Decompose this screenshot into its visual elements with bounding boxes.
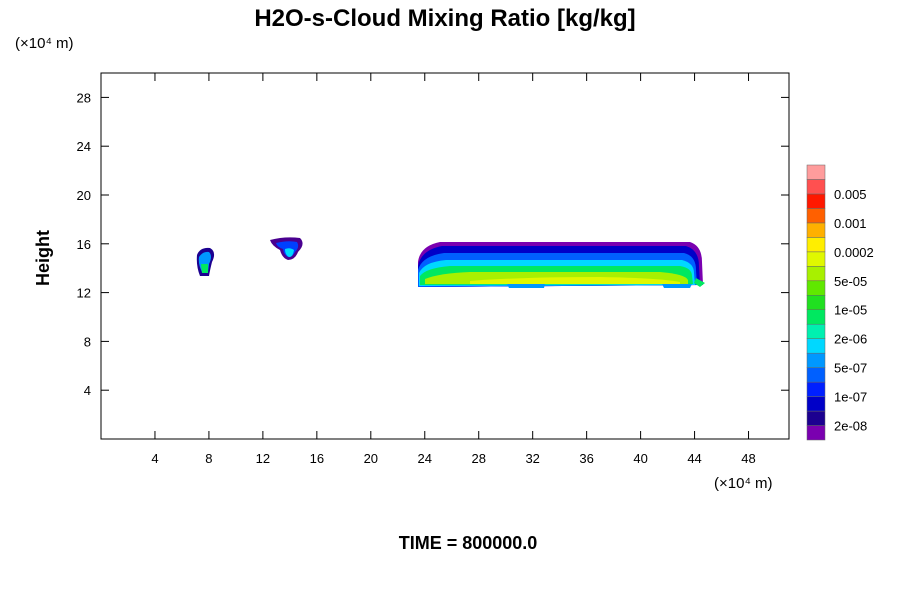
x-tick-label: 32 (525, 451, 539, 466)
chart-title: H2O-s-Cloud Mixing Ratio [kg/kg] (254, 5, 635, 32)
x-unit: (×10⁴ m) (714, 475, 773, 492)
y-tick-label: 16 (77, 237, 91, 252)
colorbar-swatch (806, 193, 826, 209)
y-tick-label: 12 (77, 286, 91, 301)
y-axis-label: Height (33, 230, 53, 286)
x-tick-label: 48 (741, 451, 755, 466)
y-tick-label: 8 (84, 334, 91, 349)
y-unit: (×10⁴ m) (15, 35, 74, 52)
cloud-field (196, 237, 705, 288)
y-tick-label: 24 (77, 139, 91, 154)
colorbar-swatch (806, 179, 826, 195)
colorbar-swatch (806, 208, 826, 224)
colorbar-label: 5e-07 (834, 361, 867, 376)
plot-frame (100, 72, 790, 440)
colorbar-swatch (806, 295, 826, 310)
colorbar-swatch (806, 396, 826, 412)
x-tick-label: 16 (310, 451, 324, 466)
colorbar-swatch (806, 280, 826, 296)
colorbar-label: 1e-07 (834, 390, 867, 405)
time-label: TIME = 800000.0 (399, 533, 538, 553)
x-tick-label: 24 (418, 451, 432, 466)
colorbar-label: 0.005 (834, 187, 867, 202)
colorbar-swatch (806, 251, 826, 267)
cloud-layer (507, 284, 545, 288)
y-tick-label: 20 (77, 188, 91, 203)
colorbar-label: 1e-05 (834, 303, 867, 318)
x-tick-label: 20 (364, 451, 378, 466)
colorbar-swatch (806, 323, 826, 339)
y-tick-label: 28 (77, 90, 91, 105)
colorbar-swatch (806, 410, 826, 426)
colorbar-swatch (806, 266, 826, 282)
colorbar-swatch (806, 425, 826, 441)
colorbar-label: 0.0002 (834, 245, 874, 260)
colorbar-swatch (806, 338, 826, 354)
cloud-layer (470, 277, 680, 284)
x-tick-label: 36 (579, 451, 593, 466)
y-tick-label: 4 (84, 383, 91, 398)
colorbar-label: 2e-06 (834, 332, 867, 347)
x-tick-label: 40 (633, 451, 647, 466)
x-tick-label: 8 (205, 451, 212, 466)
cloud-layer (201, 264, 208, 273)
x-tick-label: 44 (687, 451, 701, 466)
colorbar-label: 5e-05 (834, 274, 867, 289)
colorbar-swatch (806, 237, 826, 253)
colorbar-swatch (806, 381, 826, 397)
colorbar-label: 2e-08 (834, 419, 867, 434)
x-tick-label: 28 (471, 451, 485, 466)
x-tick-label: 12 (256, 451, 270, 466)
colorbar-swatch (806, 309, 826, 325)
colorbar-swatch (806, 164, 826, 180)
colorbar-swatch (806, 222, 826, 238)
cloud-layer (285, 248, 294, 257)
colorbar-label: 0.001 (834, 216, 867, 231)
colorbar-swatch (806, 352, 826, 368)
x-tick-label: 4 (151, 451, 158, 466)
cloud-layer (662, 284, 692, 288)
cloud-layer (694, 278, 705, 287)
colorbar-swatch (806, 367, 826, 383)
